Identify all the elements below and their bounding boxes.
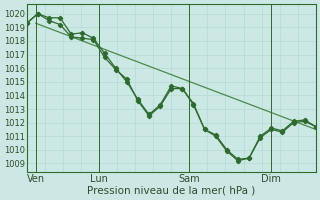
- X-axis label: Pression niveau de la mer( hPa ): Pression niveau de la mer( hPa ): [87, 186, 255, 196]
